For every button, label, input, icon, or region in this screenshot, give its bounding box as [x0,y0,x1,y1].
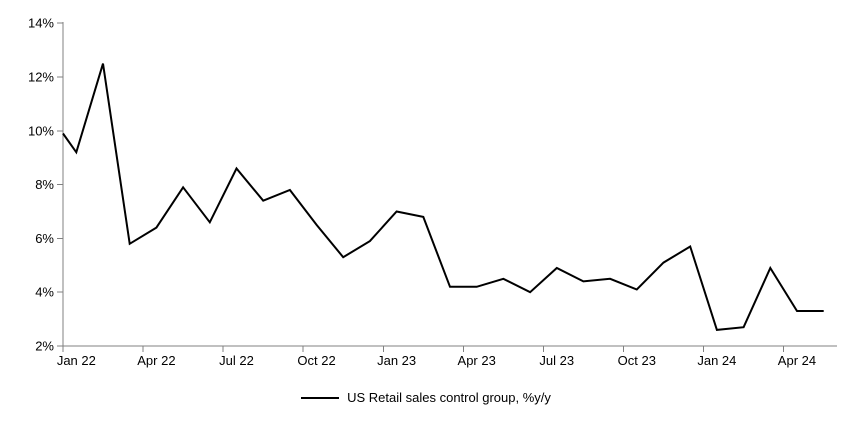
x-tick-label: Jan 24 [697,353,736,368]
chart-legend: US Retail sales control group, %y/y [0,389,852,407]
line-chart-plot: 2% 4% 6% 8% 10% 12% 14% Jan 22 Apr 22 Jul 22 Oct 2… [28,16,837,368]
x-tick-label: Jul 22 [219,353,254,368]
x-tick-label: Jan 23 [377,353,416,368]
x-tick-label: Oct 23 [618,353,656,368]
y-tick-label: 8% [35,177,54,192]
y-tick-label: 4% [35,285,54,300]
legend-line-sample [301,397,340,399]
x-tick-label: Jul 23 [539,353,574,368]
x-tick-label: Apr 24 [778,353,816,368]
data-series-line [62,63,824,331]
x-tick-label: Jan 22 [57,353,96,368]
x-tick-label: Oct 22 [297,353,335,368]
x-tick-label: Apr 22 [137,353,175,368]
y-tick-label: 14% [28,16,54,31]
y-tick-label: 10% [28,123,54,138]
x-tick-label: Apr 23 [458,353,496,368]
y-tick-label: 6% [35,231,54,246]
y-tick-label: 12% [28,70,54,85]
legend-label: US Retail sales control group, %y/y [347,390,551,405]
y-tick-label: 2% [35,339,54,354]
